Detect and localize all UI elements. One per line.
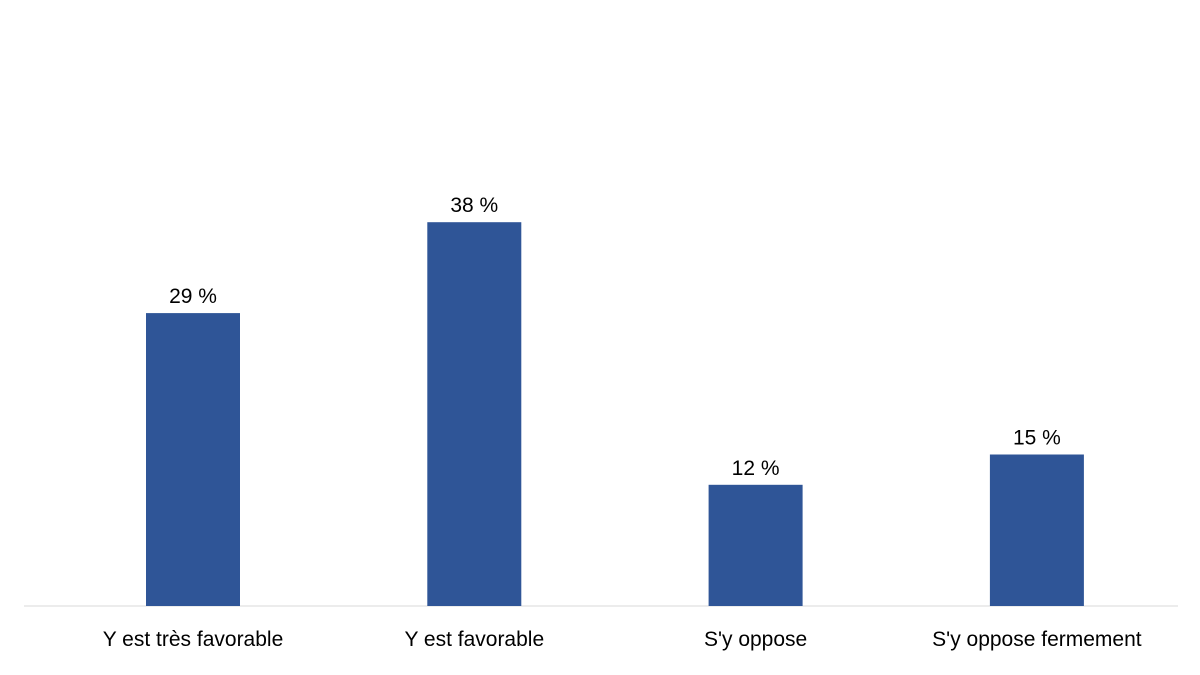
x-tick-label: S'y oppose	[704, 628, 807, 651]
bar	[708, 484, 803, 606]
bar	[427, 222, 522, 606]
data-label: 38 %	[450, 194, 498, 217]
bar	[146, 313, 240, 606]
data-label: 29 %	[169, 285, 217, 308]
x-tick-label: Y est favorable	[404, 628, 544, 651]
x-tick-label: Y est très favorable	[103, 628, 284, 651]
data-labels-group: 29 % 38 % 12 % 15 %	[169, 194, 1061, 480]
bar	[989, 454, 1084, 606]
data-label: 12 %	[732, 457, 780, 480]
data-label: 15 %	[1013, 427, 1061, 450]
x-tick-label: S'y oppose fermement	[932, 628, 1142, 651]
category-labels-group: Y est très favorable Y est favorable S'y o…	[103, 628, 1142, 651]
bars-group	[146, 222, 1084, 606]
